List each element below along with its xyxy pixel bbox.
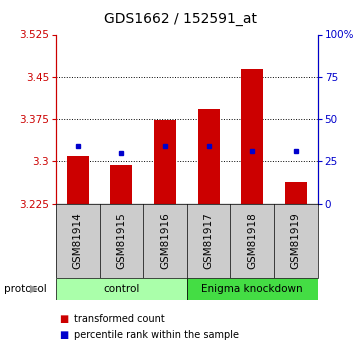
Text: GDS1662 / 152591_at: GDS1662 / 152591_at: [104, 12, 257, 26]
Text: GSM81916: GSM81916: [160, 212, 170, 269]
Bar: [198, 109, 219, 204]
Text: ■: ■: [60, 331, 69, 340]
Bar: [242, 69, 263, 204]
Text: GSM81919: GSM81919: [291, 212, 301, 269]
Text: Enigma knockdown: Enigma knockdown: [201, 284, 303, 294]
Text: ■: ■: [60, 314, 69, 324]
Text: GSM81915: GSM81915: [116, 212, 126, 269]
Bar: [187, 278, 318, 300]
Text: ▶: ▶: [30, 284, 39, 294]
Text: percentile rank within the sample: percentile rank within the sample: [74, 331, 239, 340]
Text: control: control: [103, 284, 140, 294]
Bar: [154, 120, 176, 204]
Text: GSM81914: GSM81914: [73, 212, 83, 269]
Text: transformed count: transformed count: [74, 314, 165, 324]
Bar: [67, 156, 89, 204]
Text: protocol: protocol: [4, 284, 46, 294]
Text: GSM81918: GSM81918: [247, 212, 257, 269]
Bar: [285, 182, 307, 204]
Bar: [56, 278, 187, 300]
Text: GSM81917: GSM81917: [204, 212, 214, 269]
Bar: [110, 165, 132, 204]
